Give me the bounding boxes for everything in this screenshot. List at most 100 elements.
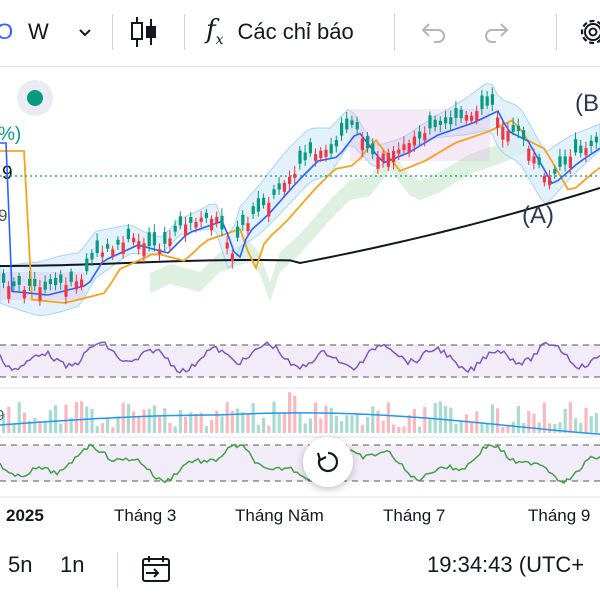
range-1n-button[interactable]: 1n <box>60 552 85 577</box>
candle <box>28 279 32 286</box>
candle <box>111 249 115 257</box>
candle <box>428 115 432 129</box>
volume-bar <box>392 424 396 433</box>
volume-bar <box>418 426 422 433</box>
volume-bar <box>579 422 583 433</box>
candle <box>584 148 588 156</box>
candle <box>7 286 11 300</box>
candle <box>490 94 494 105</box>
ichimoku-cloud <box>150 130 540 302</box>
candle <box>59 274 63 283</box>
volume-bar <box>189 412 193 433</box>
clock-timezone[interactable]: 19:34:43 (UTC+ <box>427 552 585 577</box>
candle <box>470 115 474 121</box>
volume-bar <box>376 410 380 433</box>
volume-bar <box>54 405 58 433</box>
candle <box>158 249 162 255</box>
indicators-button[interactable]: fx Các chỉ báo <box>206 10 354 54</box>
interval-button[interactable]: W <box>28 10 93 54</box>
candle <box>43 281 47 290</box>
chart-type-button[interactable] <box>128 10 160 54</box>
market-status-dot[interactable] <box>27 90 43 106</box>
volume-bar <box>532 413 536 433</box>
volume-bar <box>236 408 240 433</box>
volume-bar <box>428 419 432 433</box>
candle <box>303 152 307 161</box>
left-scale-label: %) <box>0 124 21 145</box>
volume-bar <box>568 401 572 433</box>
volume-bar <box>402 426 406 433</box>
candle <box>360 138 364 151</box>
volume-bar <box>158 416 162 433</box>
reset-chart-button[interactable] <box>303 437 353 487</box>
ma-short-line <box>0 109 600 296</box>
volume-bar <box>293 395 297 433</box>
volume-bar <box>241 412 245 433</box>
candle <box>288 176 292 184</box>
candle <box>106 244 110 249</box>
volume-bar <box>366 416 370 433</box>
redo-button[interactable] <box>482 10 510 54</box>
candles-icon <box>131 17 156 47</box>
candle <box>90 252 94 260</box>
left-scale-label: 9 <box>0 206 7 225</box>
candle <box>449 117 453 125</box>
candle <box>262 197 266 206</box>
candle <box>314 154 318 161</box>
volume-bar <box>527 410 531 433</box>
volume-bar <box>423 406 427 433</box>
axis-month-label: Tháng 9 <box>528 506 591 525</box>
candle <box>412 136 416 146</box>
volume-bar <box>199 412 203 433</box>
candle <box>329 144 333 154</box>
settings-button[interactable] <box>576 10 600 54</box>
candle <box>397 149 401 154</box>
volume-bar <box>324 405 328 433</box>
volume-bar <box>438 401 442 433</box>
volume-bar <box>282 412 286 433</box>
candle <box>236 226 240 238</box>
candle <box>267 202 271 217</box>
toolbar-divider <box>117 552 118 588</box>
range-5n-button[interactable]: 5n <box>8 552 33 577</box>
candle <box>579 145 583 154</box>
price-chart[interactable]: %) 9 9 9 (B (A) <box>0 67 600 540</box>
volume-bar <box>355 412 359 433</box>
candle <box>116 239 120 245</box>
candle <box>366 136 370 149</box>
left-scale-label: 9 <box>0 407 4 424</box>
volume-bar <box>340 421 344 433</box>
candle <box>215 216 219 224</box>
goto-date-icon[interactable] <box>140 554 172 584</box>
volume-bar <box>184 416 188 433</box>
undo-icon <box>421 23 445 43</box>
candle <box>173 225 177 232</box>
candle <box>282 182 286 192</box>
volume-bar <box>137 416 141 433</box>
volume-bar <box>7 406 11 433</box>
volume-bar <box>454 424 458 433</box>
candle <box>69 271 73 282</box>
candle <box>475 111 479 121</box>
candle <box>230 253 234 262</box>
undo-button[interactable] <box>420 10 448 54</box>
volume-bar <box>558 422 562 433</box>
volume-ma-line <box>0 412 600 435</box>
volume-bar <box>490 404 494 433</box>
candle <box>423 133 427 141</box>
candle <box>589 140 593 147</box>
volume-bar <box>516 406 520 433</box>
toolbar-divider <box>112 14 113 50</box>
volume-bar <box>256 424 260 433</box>
candle <box>345 118 349 130</box>
volume-bar <box>95 426 99 433</box>
candle <box>48 279 52 285</box>
candle <box>459 109 463 119</box>
volume-bar <box>397 426 401 433</box>
candle <box>168 238 172 247</box>
candle <box>386 153 390 167</box>
volume-bar <box>589 416 593 433</box>
symbol-edge[interactable]: O <box>0 19 14 44</box>
candle <box>511 124 515 132</box>
toolbar-divider <box>184 14 185 50</box>
